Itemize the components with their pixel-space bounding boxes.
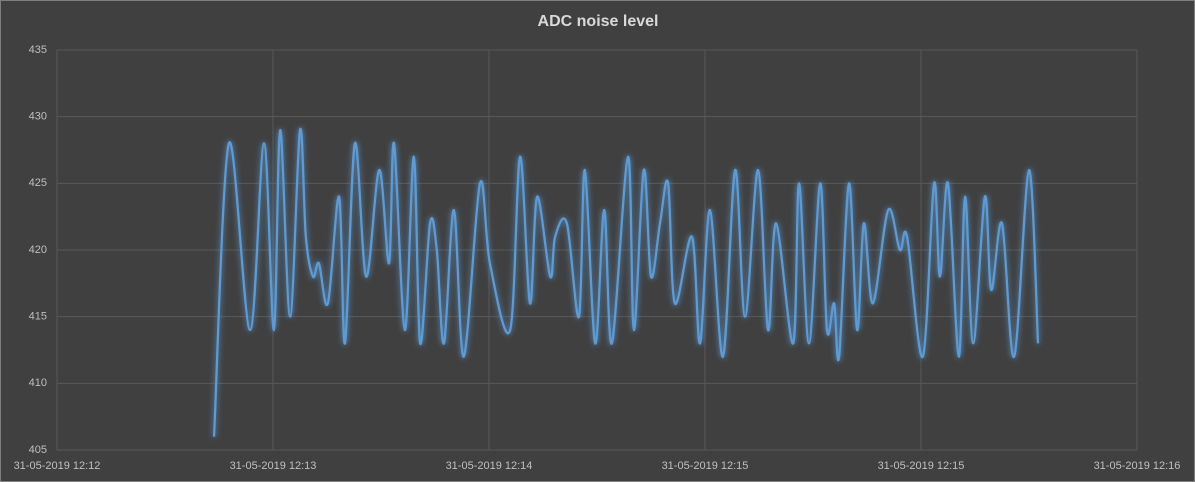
y-tick-label: 410: [29, 377, 47, 389]
y-tick-label: 435: [29, 44, 47, 56]
x-tick-label: 31-05-2019 12:15: [662, 460, 749, 472]
y-tick-label: 420: [29, 244, 47, 256]
y-tick-label: 415: [29, 311, 47, 323]
y-tick-label: 405: [29, 444, 47, 456]
x-tick-label: 31-05-2019 12:15: [878, 460, 965, 472]
x-tick-label: 31-05-2019 12:16: [1094, 460, 1181, 472]
chart-title: ADC noise level: [538, 13, 659, 30]
x-tick-label: 31-05-2019 12:13: [230, 460, 317, 472]
y-tick-label: 430: [29, 111, 47, 123]
x-tick-label: 31-05-2019 12:12: [14, 460, 101, 472]
x-tick-label: 31-05-2019 12:14: [446, 460, 533, 472]
data-line: [212, 127, 1040, 437]
y-tick-label: 425: [29, 177, 47, 189]
